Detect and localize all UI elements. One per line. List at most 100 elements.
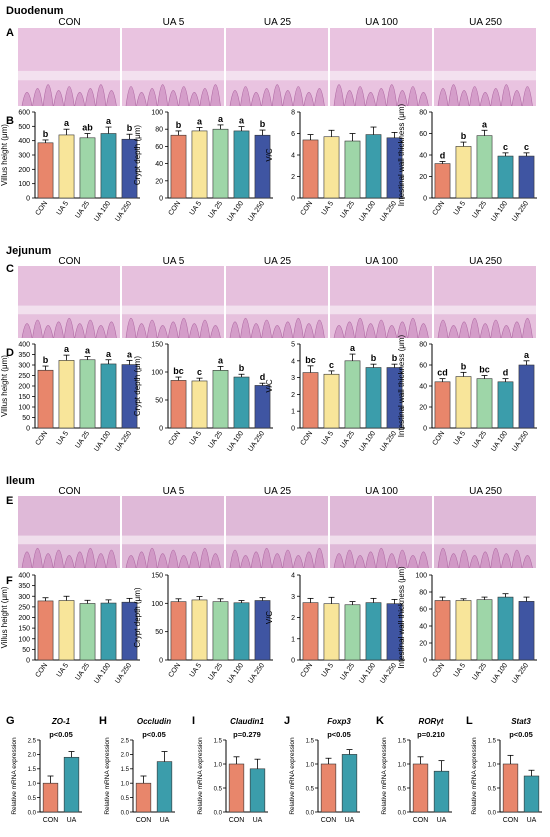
villus-shape (365, 92, 376, 107)
bar (476, 378, 493, 429)
significance-letter: b (371, 353, 377, 363)
x-tick-label: UA 25 (74, 200, 91, 220)
lumen-band (18, 535, 120, 545)
x-tick-label: CON (413, 817, 429, 824)
x-tick-label: UA 250 (114, 200, 133, 223)
villus-shape (157, 553, 168, 569)
x-tick-label: UA 100 (93, 200, 112, 223)
lumen-band (226, 305, 328, 315)
y-tick-label: 20 (419, 174, 427, 181)
villus-shape (157, 325, 168, 339)
y-tick-label: 4 (291, 573, 295, 580)
y-tick-label: 0 (26, 196, 30, 203)
significance-letter: cd (437, 368, 448, 378)
significance-letter: a (524, 350, 530, 360)
axis-label-y: Relative mRNA expression (381, 737, 388, 815)
x-tick-label: UA 100 (226, 662, 245, 685)
axis-label-y: Crypt depth (μm) (133, 587, 142, 648)
villus-shape (469, 317, 480, 339)
y-tick-label: 200 (18, 384, 30, 391)
lumen-band (122, 305, 224, 315)
lumen-band (226, 535, 328, 545)
y-tick-label: 1.5 (306, 738, 315, 744)
y-tick-label: 400 (18, 342, 30, 349)
y-tick-label: 300 (18, 153, 30, 160)
bar (455, 146, 472, 199)
villus-shape (490, 319, 502, 339)
x-tick-label: UA 5 (189, 430, 203, 447)
x-tick-label: CON (431, 200, 446, 217)
y-tick-label: 0.5 (398, 786, 407, 792)
p-value: p<0.05 (509, 730, 533, 739)
significance-letter: a (218, 114, 224, 124)
villus-shape (479, 551, 491, 569)
lumen-band (122, 535, 224, 545)
x-tick-label: CON (167, 430, 182, 447)
micrograph-label: UA 250 (469, 256, 502, 267)
bar-chart: V/C 0 1 2 3 4 CON UA 5 UA 25 UA 100 UA 250 (265, 573, 405, 685)
panel-letter: I (192, 715, 195, 727)
bar (518, 601, 535, 661)
villus-shape (511, 90, 523, 107)
villus-shape (189, 92, 200, 107)
villus-shape (146, 88, 158, 107)
axis-label-y: V/C (265, 148, 274, 162)
bar (79, 359, 96, 429)
villus-shape (386, 84, 398, 107)
significance-letter: a (239, 116, 245, 126)
villus-shape (95, 325, 107, 339)
bar (63, 756, 80, 813)
micrograph-label: CON (58, 256, 80, 267)
panel-letter-d: D (6, 347, 14, 359)
villus-shape (106, 321, 117, 339)
bar-chart: Villus height (μm) 0 50 100 150 200 250 300 350 4… (0, 342, 140, 453)
y-tick-label: 350 (18, 352, 30, 359)
bar (344, 140, 361, 199)
axis-label-y: Relative mRNA expression (471, 737, 478, 815)
villus-shape (178, 86, 190, 107)
villus-shape (314, 319, 325, 339)
x-tick-label: UA 250 (511, 200, 530, 223)
bar (323, 136, 340, 199)
x-tick-label: UA 5 (453, 200, 467, 217)
y-tick-label: 0 (26, 658, 30, 665)
villus-shape (397, 321, 408, 339)
y-tick-label: 0 (291, 196, 295, 203)
villus-shape (344, 549, 355, 569)
micrograph-label: UA 250 (469, 17, 502, 28)
significance-letter: a (64, 344, 70, 354)
villus-shape (303, 92, 315, 107)
bar-chart: Intestinal wall thickness (μm) 0 20 40 60 80 c… (397, 334, 537, 453)
villus-shape (418, 323, 429, 339)
x-tick-label: UA 100 (358, 430, 377, 453)
bar (323, 603, 340, 661)
villus-shape (199, 88, 211, 107)
villus-shape (21, 551, 33, 569)
x-tick-label: CON (34, 430, 49, 447)
y-tick-label: 1.0 (306, 762, 315, 768)
bar (191, 380, 208, 429)
bar (320, 763, 337, 813)
villus-shape (42, 84, 54, 107)
villus-shape (458, 321, 470, 339)
villus-shape (293, 555, 304, 569)
x-tick-label: UA 25 (471, 200, 488, 220)
villus-shape (407, 86, 419, 107)
mrna-chart: I Claudin1 p=0.279 Relative mRNA expression… (192, 715, 268, 824)
y-tick-label: 300 (18, 363, 30, 370)
x-tick-label: UA (67, 817, 77, 824)
lumen-band (330, 305, 432, 315)
villus-shape (167, 549, 179, 569)
x-tick-label: CON (43, 817, 59, 824)
x-tick-label: CON (229, 817, 245, 824)
y-tick-label: 2.5 (121, 738, 130, 744)
villus-shape (314, 547, 325, 569)
villus-shape (199, 547, 211, 569)
significance-letter: b (260, 119, 266, 129)
bar (344, 360, 361, 429)
micrograph-label: CON (58, 17, 80, 28)
villus-shape (32, 88, 43, 107)
x-tick-label: UA (437, 817, 447, 824)
lumen-band (226, 70, 328, 81)
